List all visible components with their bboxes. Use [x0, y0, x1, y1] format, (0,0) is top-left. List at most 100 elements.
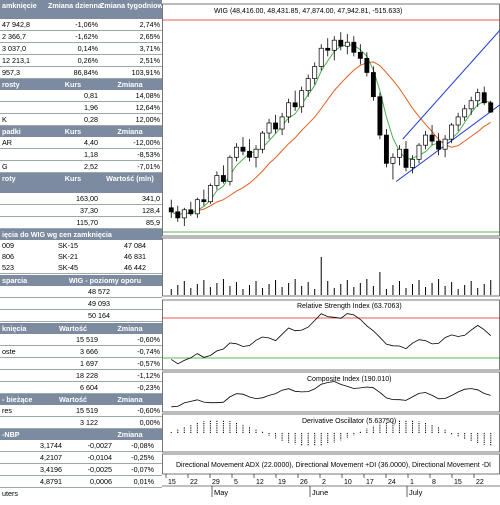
candle-body [423, 134, 428, 146]
nbp-cell: 3,4196 [40, 465, 62, 474]
turnover-row-cell: 341,0 [142, 194, 160, 203]
x-tick-label: 22 [190, 479, 198, 486]
losers-row-cell: 1,18 [84, 150, 98, 159]
losers-row-cell: -12,00% [133, 138, 160, 147]
turnover-row-cell: 163,00 [76, 194, 98, 203]
candle-body [168, 207, 174, 213]
gainers-header-cell: Zmiana [117, 80, 143, 89]
candle-body [383, 134, 389, 164]
candle-body [260, 132, 265, 150]
candle-body [247, 150, 252, 158]
index-table-row-cell: 2,74% [139, 20, 160, 29]
volume-row: 6 604 -0,23% [0, 382, 162, 393]
x-tick-label: 19 [278, 479, 286, 486]
wig-level-cell: SK-45 [58, 263, 78, 272]
x-tick-label: 10 [344, 479, 352, 486]
index-table-row: 3 037,0 0,14% 3,71% [0, 43, 162, 54]
index-table-row-cell: 3 037,0 [2, 44, 26, 53]
index-table-row-cell: 2,65% [139, 32, 160, 41]
gainers-row-cell: 0,28 [84, 115, 98, 124]
row-separator [0, 216, 162, 217]
candle-body [429, 134, 435, 142]
row-separator [0, 101, 162, 102]
losers-row-cell: -7,01% [137, 162, 160, 171]
losers-header: padki Kurs Zmiana [0, 126, 162, 137]
support-header-cell: WIG - poziomy oporu [68, 276, 142, 285]
row-separator [0, 416, 162, 417]
row-separator [0, 297, 162, 298]
row-separator [0, 309, 162, 310]
wig-level-row: 009 SK-15 47 084 [0, 240, 162, 251]
current-header-cell: Wartość [58, 395, 88, 404]
candle-body [188, 209, 194, 215]
chart-svg: WIG (48,416.00, 48,431.85, 47,874.00, 47… [162, 3, 500, 497]
nbp-cell: 4,2107 [40, 453, 62, 462]
rsi-line [171, 313, 491, 365]
row-separator [0, 42, 162, 43]
turnover-row: 115,70 85,9 [0, 217, 162, 228]
index-table-row-cell: 103,91% [131, 68, 160, 77]
losers-row: AR 4,40 -12,00% [0, 137, 162, 148]
losers-row-cell: 4,40 [84, 138, 98, 147]
rsi-title: Relative Strength Index (63.7063) [297, 303, 402, 310]
chart-main-title: WIG (48,416.00, 48,431.85, 47,874.00, 47… [214, 8, 402, 15]
candle-body [305, 78, 311, 92]
chart-panel: WIG (48,416.00, 48,431.85, 47,874.00, 47… [162, 0, 500, 500]
candle-body [403, 148, 409, 168]
current-header: - bieżące Wartość Zmiana [0, 394, 162, 405]
volume-row-cell: 15 519 [76, 335, 98, 344]
wig-level-cell: 806 [2, 252, 14, 261]
turnover-row: 37,30 128,4 [0, 205, 162, 216]
source-footer: uters [2, 489, 18, 498]
candle-body [279, 116, 285, 130]
current-row-cell: -0,60% [137, 406, 160, 415]
nbp-cell: -0,0025 [87, 465, 112, 474]
row-separator [0, 357, 162, 358]
candle-body [344, 41, 350, 47]
x-tick-label: 29 [212, 479, 220, 486]
support-value: 48 572 [88, 287, 110, 296]
volume-header-cell: knięcia [2, 324, 27, 333]
candle-body [475, 92, 481, 102]
panel-rsi [162, 299, 500, 371]
candle-body [318, 47, 324, 67]
x-tick-label: 22 [476, 479, 484, 486]
candle-body [370, 72, 376, 98]
channel-upper-line [402, 29, 500, 140]
candle-body [325, 47, 331, 51]
turnover-header-cell: Kurs [64, 174, 82, 183]
nbp-row: 3,1744 -0,0027 -0,08% [0, 440, 162, 451]
support-value: 50 164 [88, 311, 110, 320]
index-table-row: 12 213,1 0,26% 2,51% [0, 55, 162, 66]
nbp-row: 4,2107 -0,0104 -0,25% [0, 452, 162, 463]
candle-body [410, 158, 415, 168]
nbp-header: -NBP Zmiana [0, 429, 162, 440]
nbp-cell: 3,1744 [40, 441, 62, 450]
panel-vol [162, 237, 500, 297]
losers-row: G 2,52 -7,01% [0, 161, 162, 172]
volume-header-cell: Zmiana [117, 324, 143, 333]
volume-row-cell: 18 228 [76, 371, 98, 380]
row-separator [0, 428, 162, 429]
wig-level-cell: 47 084 [124, 241, 146, 250]
candle-body [449, 124, 455, 140]
x-tick-label: 24 [388, 479, 396, 486]
support-row: 49 093 [0, 298, 162, 309]
nbp-cell: -0,25% [131, 453, 154, 462]
gainers-row-cell: K [2, 115, 7, 124]
support-row: 48 572 [0, 286, 162, 297]
volume-header: knięcia Wartość Zmiana [0, 323, 162, 334]
row-separator [0, 273, 162, 274]
volume-row: 1 697 -0,57% [0, 358, 162, 369]
left-data-panel: amknięcie Zmiana dzienna Zmiana tygodniowa… [0, 0, 167, 500]
candle-body [227, 156, 233, 182]
panel-main [162, 3, 500, 237]
wig-level-cell: 009 [2, 241, 14, 250]
support-header-cell: sparcia [2, 276, 28, 285]
row-separator [0, 113, 162, 114]
candle-body [234, 146, 239, 158]
index-table-row-cell: 2,51% [139, 56, 160, 65]
current-row: res 15 519 -0,60% [0, 405, 162, 416]
candle-body [436, 140, 442, 150]
losers-row-cell: 2,52 [84, 162, 98, 171]
